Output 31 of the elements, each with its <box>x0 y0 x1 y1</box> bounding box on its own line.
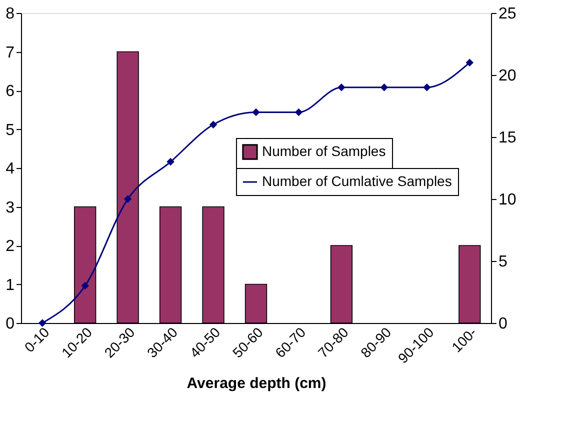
legend-label: Number of Samples <box>262 143 386 159</box>
y2-tick-label: 25 <box>498 6 516 22</box>
y2-tick-label: 5 <box>498 254 508 270</box>
y-tick-label: 4 <box>6 160 15 178</box>
point <box>466 58 474 66</box>
point <box>38 319 46 327</box>
y-tick-label: 5 <box>6 122 15 139</box>
y-tick-label: 2 <box>6 238 15 255</box>
y2-tick-label: 10 <box>498 192 516 208</box>
y-tick-label: 7 <box>6 44 15 62</box>
y-tick-label: 0 <box>6 316 15 332</box>
point <box>423 84 431 92</box>
point <box>209 120 218 128</box>
point <box>380 84 388 92</box>
y2-tick-label: 15 <box>498 130 516 146</box>
point <box>81 282 89 290</box>
x-axis-title: Average depth (cm) <box>186 375 326 392</box>
x-tick-label: 0-10 <box>21 324 52 356</box>
legend-label: Number of Cumlative Samples <box>262 173 452 189</box>
y-tick-label: 3 <box>6 199 15 216</box>
point <box>338 84 346 92</box>
y2-tick-label: 20 <box>498 68 516 84</box>
y-tick-label: 1 <box>6 276 15 294</box>
y2-tick-label: 0 <box>498 316 508 332</box>
point <box>124 195 132 203</box>
y-tick-label: 8 <box>6 6 15 22</box>
point <box>166 158 174 166</box>
y-tick-label: 6 <box>6 83 15 100</box>
point <box>294 108 303 116</box>
x-tick-label: 100- <box>448 324 480 356</box>
point <box>252 108 260 116</box>
